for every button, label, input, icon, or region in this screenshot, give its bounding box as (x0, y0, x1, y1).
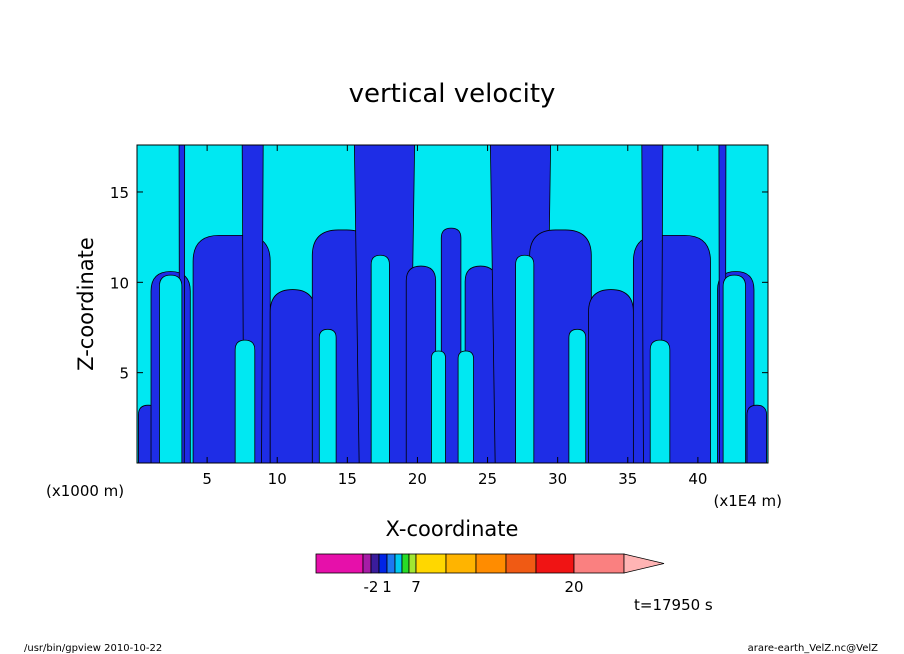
x-tick-label: 25 (478, 470, 497, 488)
x-tick-label: 10 (268, 470, 287, 488)
colorbar-segment (505, 553, 537, 574)
colorbar-segment (408, 553, 417, 574)
footer-left: /usr/bin/gpview 2010-10-22 (24, 643, 162, 654)
y-tick-label: 5 (119, 365, 129, 383)
updraft-region (370, 254, 390, 463)
velocity-field (138, 145, 767, 463)
updraft-region (722, 274, 746, 463)
colorbar-segment (362, 553, 372, 574)
downdraft-region (440, 227, 462, 463)
y-axis-label: Z-coordinate (74, 237, 98, 371)
x-tick-label: 5 (202, 470, 212, 488)
y-axis: 5 10 15 (110, 184, 768, 383)
updraft-region (649, 339, 671, 463)
downdraft-region (405, 265, 437, 463)
colorbar-label: -2 (364, 578, 379, 596)
x-tick-label: 15 (338, 470, 357, 488)
colorbar-segment (315, 553, 364, 574)
colorbar (315, 553, 665, 574)
colorbar-segment (475, 553, 507, 574)
colorbar-label: 7 (411, 578, 421, 596)
y-tick-label: 15 (110, 184, 129, 202)
colorbar-labels: -2 1 7 20 (364, 578, 584, 596)
x-tick-label: 20 (408, 470, 427, 488)
x-tick-label: 35 (618, 470, 637, 488)
colorbar-label: 20 (564, 578, 583, 596)
chart-title: vertical velocity (349, 79, 556, 109)
colorbar-segment (573, 553, 625, 574)
colorbar-segment (415, 553, 447, 574)
colorbar-segment (394, 553, 403, 574)
colorbar-segment (445, 553, 477, 574)
updraft-region (515, 254, 535, 463)
x-unit-label: (x1000 m) (46, 482, 124, 500)
x-axis: 5 10 15 20 25 30 35 40 (202, 145, 707, 488)
updraft-region (568, 328, 587, 463)
time-label: t=17950 s (634, 596, 713, 614)
updraft-region (318, 328, 337, 463)
downdraft-region (588, 289, 634, 463)
footer-right: arare-earth_VelZ.nc@VelZ (748, 643, 879, 654)
updraft-region (431, 350, 446, 463)
x-axis-label: X-coordinate (386, 517, 519, 541)
colorbar-segment (401, 553, 410, 574)
colorbar-extend-arrow (623, 553, 665, 574)
downdraft-region (269, 289, 316, 463)
updraft-region (159, 274, 183, 463)
x-scale-label: (x1E4 m) (713, 492, 782, 510)
x-tick-label: 40 (688, 470, 707, 488)
updraft-region (457, 350, 474, 463)
colorbar-segment (378, 553, 388, 574)
downdraft-region (746, 404, 767, 463)
plot-frame (136, 144, 769, 464)
updraft-region (234, 339, 256, 463)
colorbar-segment (386, 553, 396, 574)
colorbar-segment (370, 553, 380, 574)
colorbar-segment (535, 553, 575, 574)
x-tick-label: 30 (548, 470, 567, 488)
y-tick-label: 10 (110, 274, 129, 292)
colorbar-label: 1 (382, 578, 392, 596)
